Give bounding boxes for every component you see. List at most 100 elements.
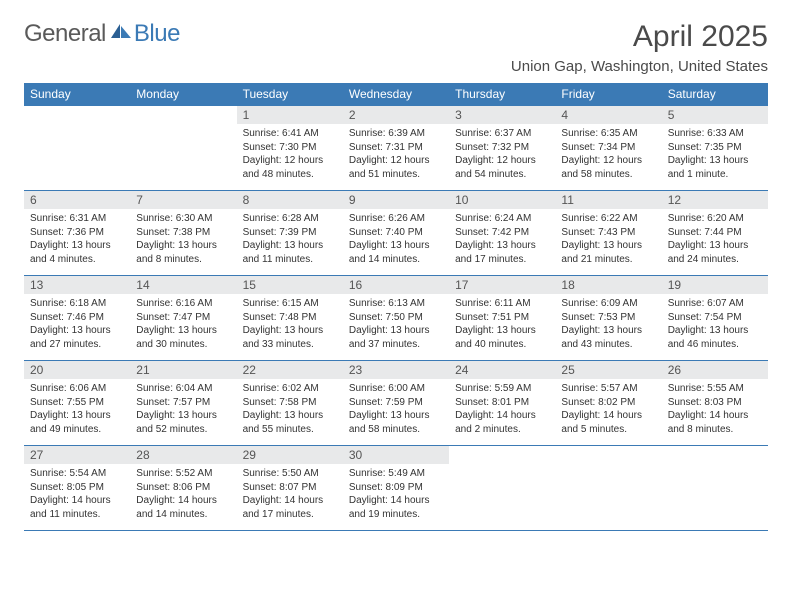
day-detail: Sunrise: 6:37 AMSunset: 7:32 PMDaylight:…: [449, 124, 555, 183]
day-number: 20: [24, 361, 130, 379]
day-number: 14: [130, 276, 236, 294]
day-number: 7: [130, 191, 236, 209]
day-detail: Sunrise: 5:50 AMSunset: 8:07 PMDaylight:…: [237, 464, 343, 523]
calendar-cell: [662, 446, 768, 531]
calendar-cell: [555, 446, 661, 531]
day-number: 2: [343, 106, 449, 124]
day-detail: Sunrise: 5:49 AMSunset: 8:09 PMDaylight:…: [343, 464, 449, 523]
day-detail: Sunrise: 6:26 AMSunset: 7:40 PMDaylight:…: [343, 209, 449, 268]
day-number: 28: [130, 446, 236, 464]
page-title: April 2025: [511, 20, 768, 54]
calendar-cell: 10Sunrise: 6:24 AMSunset: 7:42 PMDayligh…: [449, 191, 555, 276]
calendar-cell: 11Sunrise: 6:22 AMSunset: 7:43 PMDayligh…: [555, 191, 661, 276]
calendar-cell: 16Sunrise: 6:13 AMSunset: 7:50 PMDayligh…: [343, 276, 449, 361]
day-number: 16: [343, 276, 449, 294]
day-number: 9: [343, 191, 449, 209]
calendar-cell: 13Sunrise: 6:18 AMSunset: 7:46 PMDayligh…: [24, 276, 130, 361]
day-detail: Sunrise: 6:09 AMSunset: 7:53 PMDaylight:…: [555, 294, 661, 353]
day-number: 12: [662, 191, 768, 209]
calendar-cell: 22Sunrise: 6:02 AMSunset: 7:58 PMDayligh…: [237, 361, 343, 446]
calendar-cell: 7Sunrise: 6:30 AMSunset: 7:38 PMDaylight…: [130, 191, 236, 276]
day-number: 23: [343, 361, 449, 379]
day-detail: Sunrise: 6:35 AMSunset: 7:34 PMDaylight:…: [555, 124, 661, 183]
calendar-cell: 6Sunrise: 6:31 AMSunset: 7:36 PMDaylight…: [24, 191, 130, 276]
day-number: 8: [237, 191, 343, 209]
day-number: 19: [662, 276, 768, 294]
calendar-cell: 21Sunrise: 6:04 AMSunset: 7:57 PMDayligh…: [130, 361, 236, 446]
calendar-cell: 29Sunrise: 5:50 AMSunset: 8:07 PMDayligh…: [237, 446, 343, 531]
calendar-body: 1Sunrise: 6:41 AMSunset: 7:30 PMDaylight…: [24, 106, 768, 531]
calendar-cell: 15Sunrise: 6:15 AMSunset: 7:48 PMDayligh…: [237, 276, 343, 361]
calendar-cell: 1Sunrise: 6:41 AMSunset: 7:30 PMDaylight…: [237, 106, 343, 191]
calendar-cell: 4Sunrise: 6:35 AMSunset: 7:34 PMDaylight…: [555, 106, 661, 191]
logo-sail-icon: [110, 23, 132, 39]
day-number: 11: [555, 191, 661, 209]
day-number: 25: [555, 361, 661, 379]
calendar-cell: 26Sunrise: 5:55 AMSunset: 8:03 PMDayligh…: [662, 361, 768, 446]
day-detail: Sunrise: 6:16 AMSunset: 7:47 PMDaylight:…: [130, 294, 236, 353]
day-number: 21: [130, 361, 236, 379]
day-number: 17: [449, 276, 555, 294]
dow-header: Saturday: [662, 83, 768, 106]
day-detail: Sunrise: 6:04 AMSunset: 7:57 PMDaylight:…: [130, 379, 236, 438]
day-detail: Sunrise: 5:52 AMSunset: 8:06 PMDaylight:…: [130, 464, 236, 523]
calendar-cell: [130, 106, 236, 191]
title-block: April 2025 Union Gap, Washington, United…: [511, 20, 768, 75]
day-detail: Sunrise: 6:31 AMSunset: 7:36 PMDaylight:…: [24, 209, 130, 268]
calendar-cell: 18Sunrise: 6:09 AMSunset: 7:53 PMDayligh…: [555, 276, 661, 361]
day-detail: Sunrise: 6:13 AMSunset: 7:50 PMDaylight:…: [343, 294, 449, 353]
day-detail: Sunrise: 5:59 AMSunset: 8:01 PMDaylight:…: [449, 379, 555, 438]
calendar-cell: 9Sunrise: 6:26 AMSunset: 7:40 PMDaylight…: [343, 191, 449, 276]
day-number: 30: [343, 446, 449, 464]
calendar-cell: 20Sunrise: 6:06 AMSunset: 7:55 PMDayligh…: [24, 361, 130, 446]
day-detail: Sunrise: 5:55 AMSunset: 8:03 PMDaylight:…: [662, 379, 768, 438]
day-number: 10: [449, 191, 555, 209]
dow-header: Wednesday: [343, 83, 449, 106]
calendar-head: SundayMondayTuesdayWednesdayThursdayFrid…: [24, 83, 768, 106]
calendar-cell: 5Sunrise: 6:33 AMSunset: 7:35 PMDaylight…: [662, 106, 768, 191]
day-detail: Sunrise: 6:28 AMSunset: 7:39 PMDaylight:…: [237, 209, 343, 268]
day-detail: Sunrise: 6:18 AMSunset: 7:46 PMDaylight:…: [24, 294, 130, 353]
calendar-cell: 25Sunrise: 5:57 AMSunset: 8:02 PMDayligh…: [555, 361, 661, 446]
calendar-cell: 3Sunrise: 6:37 AMSunset: 7:32 PMDaylight…: [449, 106, 555, 191]
day-detail: Sunrise: 5:57 AMSunset: 8:02 PMDaylight:…: [555, 379, 661, 438]
day-detail: Sunrise: 6:30 AMSunset: 7:38 PMDaylight:…: [130, 209, 236, 268]
calendar-cell: 14Sunrise: 6:16 AMSunset: 7:47 PMDayligh…: [130, 276, 236, 361]
dow-header: Sunday: [24, 83, 130, 106]
dow-header: Tuesday: [237, 83, 343, 106]
day-detail: Sunrise: 6:07 AMSunset: 7:54 PMDaylight:…: [662, 294, 768, 353]
header: General Blue April 2025 Union Gap, Washi…: [24, 20, 768, 75]
day-detail: Sunrise: 6:00 AMSunset: 7:59 PMDaylight:…: [343, 379, 449, 438]
calendar-cell: 30Sunrise: 5:49 AMSunset: 8:09 PMDayligh…: [343, 446, 449, 531]
day-number: 18: [555, 276, 661, 294]
calendar-cell: 17Sunrise: 6:11 AMSunset: 7:51 PMDayligh…: [449, 276, 555, 361]
day-detail: Sunrise: 6:15 AMSunset: 7:48 PMDaylight:…: [237, 294, 343, 353]
day-number: 26: [662, 361, 768, 379]
day-detail: Sunrise: 6:41 AMSunset: 7:30 PMDaylight:…: [237, 124, 343, 183]
day-number: 27: [24, 446, 130, 464]
calendar-cell: 19Sunrise: 6:07 AMSunset: 7:54 PMDayligh…: [662, 276, 768, 361]
day-detail: Sunrise: 6:39 AMSunset: 7:31 PMDaylight:…: [343, 124, 449, 183]
day-detail: Sunrise: 6:02 AMSunset: 7:58 PMDaylight:…: [237, 379, 343, 438]
day-number: 1: [237, 106, 343, 124]
day-number: 24: [449, 361, 555, 379]
day-detail: Sunrise: 6:20 AMSunset: 7:44 PMDaylight:…: [662, 209, 768, 268]
calendar-cell: 28Sunrise: 5:52 AMSunset: 8:06 PMDayligh…: [130, 446, 236, 531]
day-detail: Sunrise: 6:06 AMSunset: 7:55 PMDaylight:…: [24, 379, 130, 438]
day-number: 4: [555, 106, 661, 124]
day-number: 29: [237, 446, 343, 464]
day-detail: Sunrise: 5:54 AMSunset: 8:05 PMDaylight:…: [24, 464, 130, 523]
calendar-cell: 23Sunrise: 6:00 AMSunset: 7:59 PMDayligh…: [343, 361, 449, 446]
calendar-cell: 2Sunrise: 6:39 AMSunset: 7:31 PMDaylight…: [343, 106, 449, 191]
calendar-cell: [24, 106, 130, 191]
day-detail: Sunrise: 6:33 AMSunset: 7:35 PMDaylight:…: [662, 124, 768, 183]
calendar-cell: 27Sunrise: 5:54 AMSunset: 8:05 PMDayligh…: [24, 446, 130, 531]
day-number: 15: [237, 276, 343, 294]
day-detail: Sunrise: 6:24 AMSunset: 7:42 PMDaylight:…: [449, 209, 555, 268]
calendar-table: SundayMondayTuesdayWednesdayThursdayFrid…: [24, 83, 768, 531]
day-number: 3: [449, 106, 555, 124]
page-subtitle: Union Gap, Washington, United States: [511, 58, 768, 75]
dow-header: Friday: [555, 83, 661, 106]
dow-header: Thursday: [449, 83, 555, 106]
calendar-cell: 24Sunrise: 5:59 AMSunset: 8:01 PMDayligh…: [449, 361, 555, 446]
